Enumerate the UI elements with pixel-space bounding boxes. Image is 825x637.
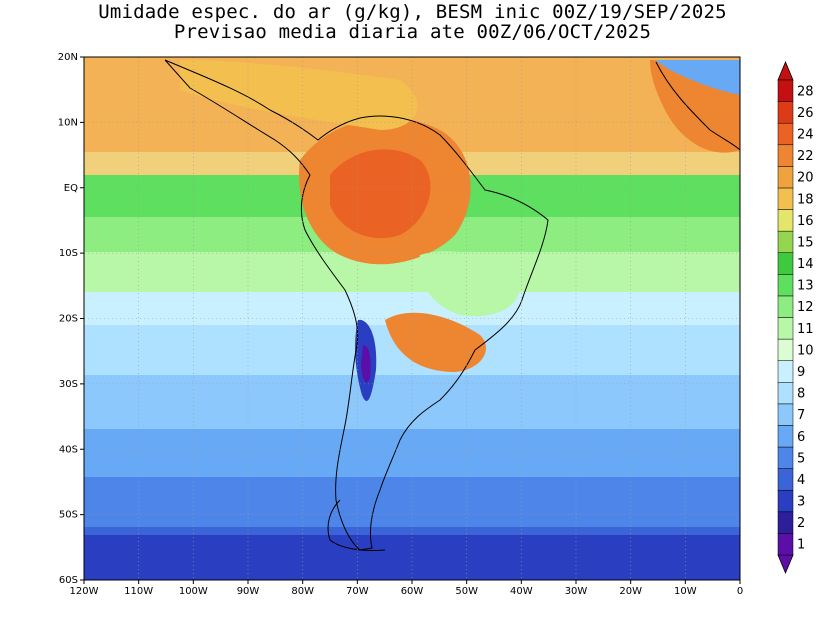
y-tick-label: 10S: [59, 248, 78, 259]
colorbar-swatch: [777, 274, 794, 297]
colorbar-label: 12: [797, 300, 814, 315]
colorbar-label: 3: [797, 495, 805, 510]
colorbar-label: 9: [797, 365, 805, 380]
colorbar-swatch: [777, 468, 794, 491]
colorbar-label: 7: [797, 408, 805, 423]
colorbar-swatch: [777, 511, 794, 534]
colorbar-label: 1: [797, 538, 805, 553]
central-brazil: [419, 251, 520, 317]
x-tick-label: 50W: [455, 586, 478, 597]
colorbar-swatch: [777, 144, 794, 167]
colorbar-label: 28: [797, 84, 814, 99]
x-tick-label: 60W: [401, 586, 424, 597]
colorbar-label: 15: [797, 235, 814, 250]
colorbar-label: 26: [797, 106, 814, 121]
colorbar-label: 22: [797, 149, 814, 164]
colorbar-label: 2: [797, 516, 805, 531]
x-tick-label: 70W: [346, 586, 369, 597]
colorbar-swatch: [777, 209, 794, 232]
colorbar-swatch: [777, 230, 794, 253]
colorbar-label: 10: [797, 343, 814, 358]
x-tick-label: 30W: [565, 586, 588, 597]
colorbar-swatch: [777, 338, 794, 361]
coastlines: [164, 59, 740, 551]
colorbar-swatch: [777, 295, 794, 318]
colorbar-label: 8: [797, 387, 805, 402]
colorbar-max-arrow: [777, 60, 794, 81]
map-title-line1: Umidade espec. do ar (g/kg), BESM inic 0…: [98, 1, 727, 23]
colorbar-swatch: [777, 122, 794, 146]
x-tick-label: 20W: [619, 586, 642, 597]
x-tick-label: 100W: [179, 586, 208, 597]
x-tick-label: 110W: [124, 586, 153, 597]
colorbar-label: 4: [797, 473, 805, 488]
colorbar-label: 14: [797, 257, 814, 272]
colorbar-label: 11: [797, 322, 814, 337]
colorbar-swatch: [777, 533, 794, 556]
y-tick-label: 40S: [59, 444, 78, 455]
x-tick-label: 80W: [291, 586, 314, 597]
colorbar-label: 16: [797, 214, 814, 229]
sahara-dry: [655, 60, 740, 95]
central-america: [180, 60, 418, 130]
y-axis: 20N 10N EQ 10S 20S 30S 40S 50S 60S: [58, 52, 84, 586]
y-tick-label: 50S: [59, 510, 78, 521]
colorbar-swatch: [777, 403, 794, 426]
south-america-coast: [164, 59, 549, 551]
colorbar-label: 24: [797, 127, 814, 142]
colorbar-swatch: [777, 317, 794, 340]
amazon-max: [330, 149, 431, 239]
colorbar-swatch: [777, 101, 794, 124]
patagonia-coast: [327, 499, 386, 551]
x-tick-label: 40W: [510, 586, 533, 597]
x-tick-label: 120W: [70, 586, 99, 597]
colorbar-swatch: [777, 252, 794, 275]
colorbar-label: 5: [797, 451, 805, 466]
colorbar-label: 18: [797, 192, 814, 207]
y-tick-label: 20S: [59, 314, 78, 325]
x-tick-label: 10W: [674, 586, 697, 597]
y-tick-label: 60S: [59, 575, 78, 586]
colorbar-swatch: [777, 489, 794, 513]
x-tick-label: 90W: [237, 586, 260, 597]
colorbar-min-arrow: [777, 554, 794, 575]
colorbar-label: 13: [797, 279, 814, 294]
colorbar-label: 20: [797, 171, 814, 186]
x-tick-label: 0: [737, 586, 743, 597]
x-axis: 120W 110W 100W 90W 80W 70W 60W 50W 40W 30W 20W 10W 0: [70, 580, 743, 597]
colorbar-swatch: [777, 360, 794, 383]
colorbar-swatch: [777, 79, 794, 102]
andes-driest: [361, 345, 371, 383]
colorbar-swatch: [777, 382, 794, 405]
colorbar-label: 6: [797, 430, 805, 445]
y-tick-label: 30S: [59, 379, 78, 390]
colorbar-swatch: [777, 446, 794, 469]
y-tick-label: EQ: [64, 183, 78, 194]
africa-coast: [655, 61, 740, 151]
map-title-line2: Previsao media diaria ate 00Z/06/OCT/202…: [173, 21, 652, 43]
colorbar-swatch: [777, 187, 794, 210]
colorbar-swatch: [777, 166, 794, 189]
y-tick-label: 10N: [58, 117, 78, 128]
y-tick-label: 20N: [58, 52, 78, 63]
grid-lines: [84, 57, 740, 580]
colorbar-swatch: [777, 425, 794, 448]
south-brazil-moist: [385, 312, 486, 372]
